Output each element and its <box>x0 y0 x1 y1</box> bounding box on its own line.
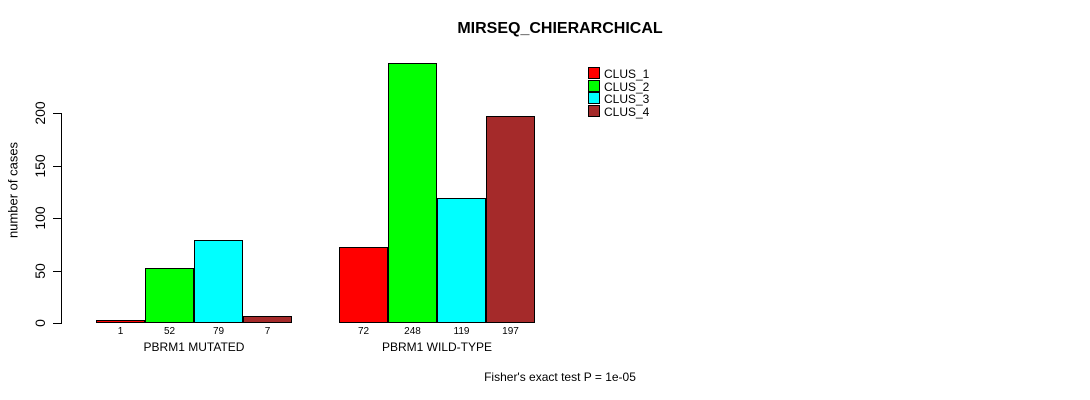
chart-title: MIRSEQ_CHIERARCHICAL <box>457 20 663 37</box>
bar-value-label: 248 <box>404 326 421 337</box>
y-axis-label: number of cases <box>5 141 21 239</box>
bar-value-label: 52 <box>163 326 176 337</box>
bar-clus_3 <box>437 198 486 323</box>
legend-swatch-clus_3 <box>588 92 600 105</box>
legend-swatch-clus_1 <box>588 67 600 79</box>
y-axis-tick <box>53 165 62 167</box>
bar-clus_2 <box>145 268 194 323</box>
legend-label-clus_2: CLUS_2 <box>604 79 650 94</box>
legend-swatch-clus_4 <box>588 104 600 117</box>
bar-clus_2 <box>388 63 437 323</box>
y-axis-tick-label: 0 <box>32 319 48 327</box>
legend-swatch-clus_2 <box>588 79 600 92</box>
legend-label-clus_3: CLUS_3 <box>604 92 650 107</box>
y-axis-tick-label: 150 <box>32 153 48 178</box>
y-axis-tick-label: 200 <box>32 101 48 125</box>
bar-clus_1 <box>339 247 388 323</box>
footnote-fisher-test: Fisher's exact test P = 1e-05 <box>484 370 636 384</box>
bar-value-label: 197 <box>502 326 519 337</box>
legend-label-clus_1: CLUS_1 <box>604 67 650 81</box>
x-axis-group-label: PBRM1 WILD-TYPE <box>381 340 493 354</box>
y-axis-tick-label: 100 <box>32 206 48 230</box>
y-axis-tick-label: 50 <box>32 262 48 279</box>
bar-value-label: 119 <box>453 326 470 337</box>
bar-value-label: 1 <box>117 326 124 337</box>
bar-clus_1 <box>96 320 145 323</box>
x-axis-group-label: PBRM1 MUTATED <box>143 340 245 354</box>
bar-clus_4 <box>486 116 535 323</box>
y-axis-tick <box>53 270 62 272</box>
bar-value-label: 72 <box>357 326 370 337</box>
bar-clus_3 <box>194 240 243 323</box>
bar-value-label: 7 <box>264 326 271 337</box>
y-axis-tick <box>53 218 62 219</box>
legend-label-clus_4: CLUS_4 <box>604 104 650 119</box>
y-axis-tick <box>53 113 62 114</box>
bar-value-label: 79 <box>212 326 225 337</box>
y-axis-tick <box>53 323 62 324</box>
bar-clus_4 <box>243 316 292 323</box>
